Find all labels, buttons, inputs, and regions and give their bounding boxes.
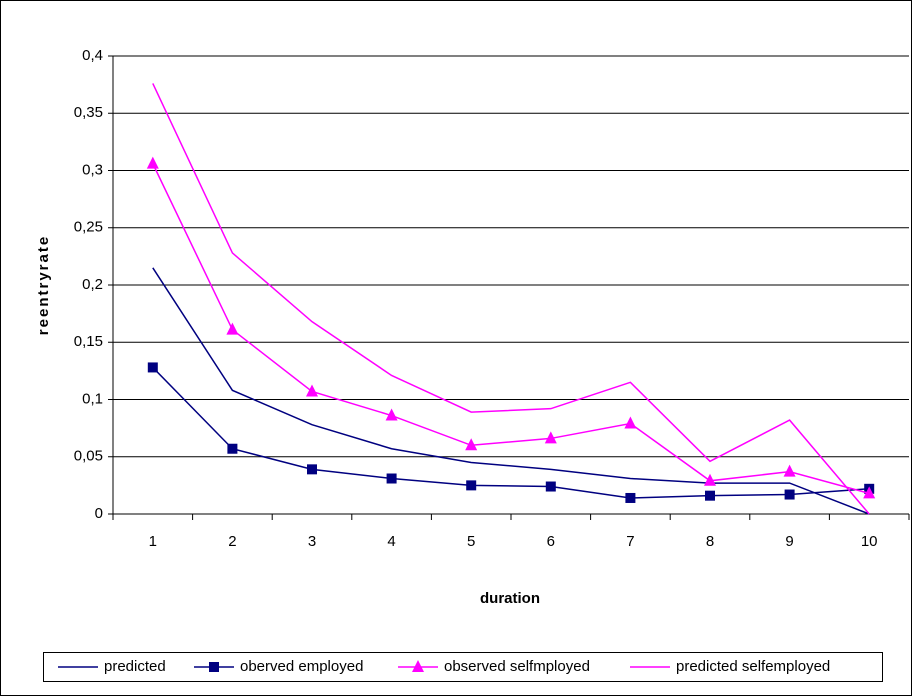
legend-label: oberved employed bbox=[240, 658, 363, 675]
marker bbox=[545, 481, 556, 492]
x-tick-label: 10 bbox=[861, 533, 878, 550]
marker bbox=[147, 362, 158, 373]
x-tick-label: 9 bbox=[785, 533, 793, 550]
y-tick-label: 0,3 bbox=[82, 161, 103, 178]
marker bbox=[784, 489, 795, 500]
x-tick-label: 1 bbox=[149, 533, 157, 550]
legend-label: predicted selfemployed bbox=[676, 658, 830, 675]
series-line bbox=[152, 163, 870, 495]
marker bbox=[226, 322, 239, 335]
y-tick-label: 0 bbox=[95, 505, 103, 522]
x-tick-label: 3 bbox=[308, 533, 316, 550]
marker bbox=[386, 473, 397, 484]
marker bbox=[466, 480, 477, 491]
marker bbox=[146, 156, 159, 169]
y-tick-label: 0,1 bbox=[82, 390, 103, 407]
marker bbox=[465, 438, 478, 451]
y-tick-label: 0,05 bbox=[74, 448, 103, 465]
marker bbox=[227, 443, 238, 454]
y-tick-label: 0,2 bbox=[82, 276, 103, 293]
x-tick-label: 2 bbox=[228, 533, 236, 550]
marker bbox=[783, 464, 796, 477]
series-line bbox=[152, 267, 870, 515]
x-tick-label: 8 bbox=[706, 533, 714, 550]
marker bbox=[412, 660, 424, 672]
legend-box bbox=[43, 652, 883, 682]
y-tick-label: 0,4 bbox=[82, 47, 103, 64]
marker bbox=[209, 662, 219, 672]
y-axis-label: reentryrate bbox=[35, 235, 52, 335]
marker bbox=[624, 416, 637, 429]
marker bbox=[307, 464, 317, 475]
marker bbox=[625, 492, 636, 503]
marker bbox=[863, 486, 876, 499]
marker bbox=[705, 490, 715, 501]
marker bbox=[544, 431, 557, 444]
marker bbox=[306, 384, 318, 397]
y-tick-label: 0,25 bbox=[74, 219, 103, 236]
marker bbox=[704, 473, 716, 486]
marker bbox=[385, 408, 398, 421]
x-tick-label: 6 bbox=[547, 533, 555, 550]
y-tick-label: 0,15 bbox=[74, 333, 103, 350]
legend-label: predicted bbox=[104, 658, 166, 675]
y-tick-label: 0,35 bbox=[74, 104, 103, 121]
x-tick-label: 7 bbox=[626, 533, 634, 550]
x-tick-label: 5 bbox=[467, 533, 475, 550]
x-tick-label: 4 bbox=[387, 533, 395, 550]
x-axis-label: duration bbox=[480, 590, 540, 607]
series-line bbox=[152, 83, 870, 515]
series-line bbox=[152, 366, 870, 499]
legend-label: observed selfmployed bbox=[444, 658, 590, 675]
